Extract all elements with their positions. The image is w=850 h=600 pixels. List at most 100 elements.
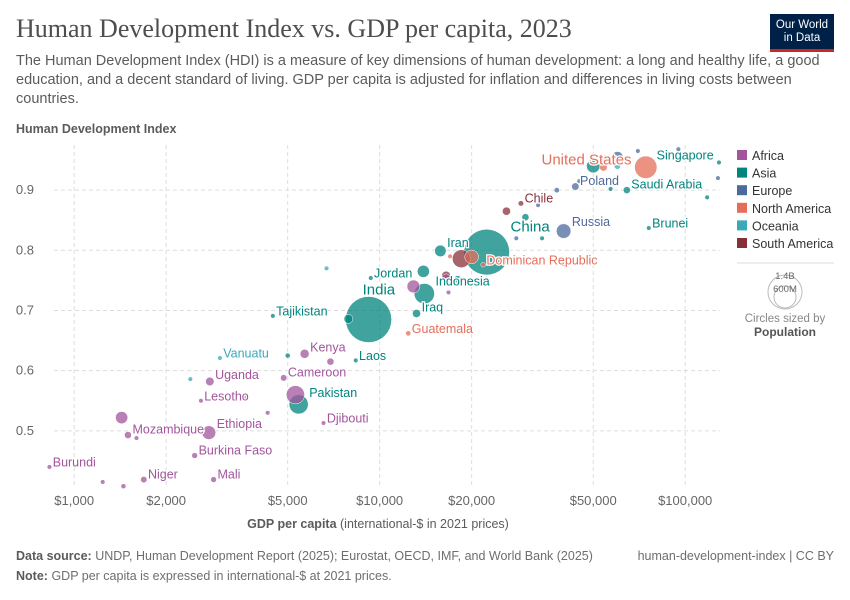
data-point	[535, 202, 541, 208]
x-axis-label: GDP per capita (international-$ in 2021 …	[247, 517, 509, 531]
legend-swatch	[737, 167, 747, 178]
point-label: Jordan	[374, 267, 412, 281]
data-point	[140, 476, 148, 483]
size-legend-small-circle	[773, 285, 797, 309]
note-text: GDP per capita is expressed in internati…	[51, 569, 392, 583]
data-point	[417, 265, 430, 278]
data-point	[124, 431, 132, 439]
point-label: Vanuatu	[223, 347, 269, 361]
point-label: United States	[541, 151, 631, 168]
point-label: Cameroon	[288, 366, 346, 380]
point-label: Uganda	[215, 368, 259, 382]
data-point	[133, 435, 140, 441]
data-point	[284, 352, 291, 359]
data-point	[445, 289, 452, 295]
size-legend-big-label: 1.4B	[775, 271, 795, 282]
data-point	[611, 151, 624, 163]
legend-label: Asia	[752, 167, 776, 181]
data-point	[368, 275, 374, 281]
point-label: Mali	[218, 468, 241, 482]
point-label: Lesotho	[204, 389, 249, 403]
legend-swatch	[737, 202, 747, 213]
point-label: Kenya	[310, 340, 345, 354]
point-label: Poland	[580, 174, 619, 188]
size-legend-small-label: 600M	[773, 284, 797, 295]
data-point	[265, 410, 271, 416]
chart-note: Note: GDP per capita is expressed in int…	[16, 569, 392, 583]
data-point	[210, 476, 217, 483]
y-axis-label: Human Development Index	[16, 122, 176, 136]
data-point	[115, 411, 129, 424]
y-tick-label: 0.6	[16, 363, 34, 378]
point-label: India	[363, 282, 396, 299]
data-point	[405, 330, 412, 337]
point-label: Laos	[359, 349, 386, 363]
data-point	[406, 279, 421, 294]
legend-label: Europe	[752, 184, 792, 198]
logo-text: Our World in Data	[775, 19, 829, 44]
data-point	[646, 225, 652, 231]
owid-logo[interactable]: Our World in Data	[770, 14, 834, 52]
legend-label: North America	[752, 202, 831, 216]
data-point	[635, 148, 641, 154]
x-tick-label: $50,000	[570, 493, 617, 508]
data-point	[623, 186, 631, 194]
point-label: Niger	[148, 467, 178, 481]
data-point	[576, 178, 582, 184]
data-point	[634, 155, 658, 179]
source-text[interactable]: UNDP, Human Development Report (2025); E…	[95, 549, 593, 563]
x-tick-label: $2,000	[146, 493, 186, 508]
data-point	[100, 479, 106, 485]
data-point	[716, 159, 722, 166]
data-point	[521, 213, 530, 222]
data-point	[675, 146, 681, 152]
data-source: Data source: UNDP, Human Development Rep…	[16, 549, 593, 563]
data-point	[198, 398, 204, 404]
data-point	[539, 235, 545, 241]
data-point	[715, 175, 721, 181]
data-point	[286, 385, 305, 405]
size-legend-big-circle	[767, 274, 803, 310]
data-point	[453, 275, 462, 284]
data-point	[556, 223, 572, 239]
data-point	[217, 355, 223, 361]
data-point	[608, 186, 614, 192]
point-label: Burundi	[53, 456, 96, 470]
data-point	[323, 265, 330, 271]
point-label: Mozambique	[133, 423, 205, 437]
data-point	[447, 253, 453, 259]
point-label: Guatemala	[412, 322, 473, 336]
data-point	[46, 464, 52, 470]
y-tick-label: 0.8	[16, 242, 34, 257]
data-point	[299, 349, 310, 359]
data-point	[434, 244, 447, 257]
data-point	[191, 452, 198, 459]
legend-label: Africa	[752, 149, 784, 163]
data-point	[270, 313, 276, 319]
data-point	[614, 162, 621, 170]
y-tick-label: 0.9	[16, 182, 34, 197]
point-label: Brunei	[652, 217, 688, 231]
point-label: Pakistan	[309, 386, 357, 400]
source-label: Data source:	[16, 549, 92, 563]
y-tick-label: 0.5	[16, 423, 34, 438]
note-label: Note:	[16, 569, 48, 583]
data-point	[599, 163, 608, 172]
data-point	[201, 425, 217, 440]
legend-label: South America	[752, 237, 833, 251]
point-label: Russia	[572, 215, 610, 229]
data-point	[561, 261, 567, 267]
legend-label: Oceania	[752, 219, 799, 233]
point-label: Chile	[525, 192, 554, 206]
data-point	[412, 309, 421, 318]
point-label: Saudi Arabia	[631, 178, 702, 192]
y-tick-label: 0.7	[16, 302, 34, 317]
data-point	[241, 392, 249, 401]
data-point	[353, 357, 359, 363]
chart-slug[interactable]: human-development-index | CC BY	[637, 549, 834, 563]
size-legend-caption: Circles sized by	[745, 313, 826, 325]
x-tick-label: $20,000	[448, 493, 495, 508]
x-tick-label: $1,000	[54, 493, 94, 508]
